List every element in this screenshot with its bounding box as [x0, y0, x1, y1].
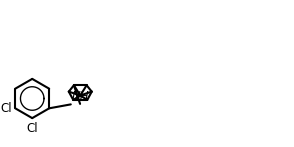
Text: Cl: Cl	[26, 122, 38, 135]
Text: Cl: Cl	[1, 102, 12, 115]
Text: NH: NH	[72, 90, 89, 103]
